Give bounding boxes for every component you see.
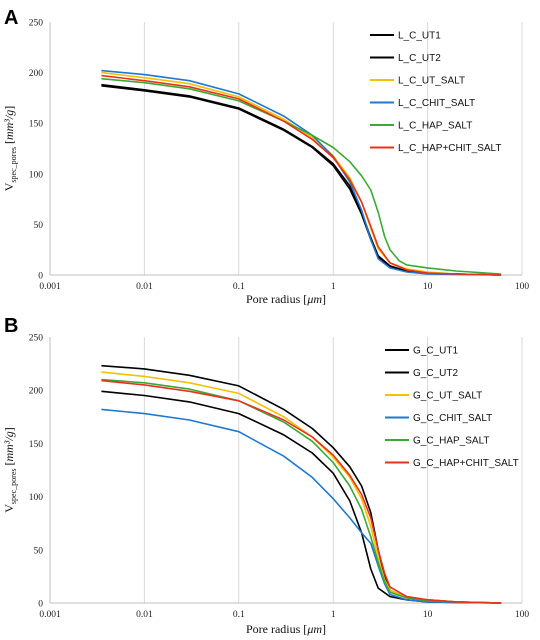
chart-panel-B: B 0.001 0.01 0.1 1 10 100 0 50 100 150 200 250 Pore r… bbox=[2, 315, 529, 636]
legend-label: G_C_UT_SALT bbox=[413, 391, 482, 402]
panel-letter: A bbox=[4, 7, 18, 29]
x-tick-label: 1 bbox=[331, 282, 336, 292]
y-axis-label: Vspec_pores [mm³/g] bbox=[2, 427, 18, 512]
legend-label: G_C_CHIT_SALT bbox=[413, 413, 492, 424]
y-tick-label: 200 bbox=[29, 69, 44, 79]
x-tick-label: 0.001 bbox=[39, 282, 61, 292]
y-tick-label: 200 bbox=[29, 387, 44, 397]
series-line-5 bbox=[101, 77, 502, 275]
y-tick-label: 150 bbox=[29, 440, 44, 450]
series-line-6 bbox=[101, 379, 502, 604]
series-line-6 bbox=[101, 74, 502, 276]
y-tick-label: 0 bbox=[38, 600, 43, 610]
x-axis-label: Pore radius [μm] bbox=[246, 292, 326, 306]
legend-label: L_C_UT_SALT bbox=[398, 76, 465, 87]
legend-label: L_C_UT2 bbox=[398, 53, 441, 64]
x-tick-label: 0.1 bbox=[233, 282, 245, 292]
y-tick-label: 100 bbox=[29, 170, 44, 180]
y-axis-label: Vspec_pores [mm³/g] bbox=[2, 106, 18, 191]
legend-label: G_C_UT1 bbox=[413, 346, 458, 357]
series-line-1 bbox=[101, 85, 502, 276]
x-tick-label: 0.1 bbox=[233, 610, 245, 620]
x-tick-label: 10 bbox=[423, 282, 433, 292]
x-tick-label: 10 bbox=[423, 610, 433, 620]
series-line-3 bbox=[101, 371, 502, 604]
legend-label: L_C_CHIT_SALT bbox=[398, 98, 475, 109]
x-tick-label: 1 bbox=[331, 610, 336, 620]
x-tick-label: 100 bbox=[515, 282, 530, 292]
series-line-4 bbox=[101, 408, 502, 604]
legend-label: L_C_UT1 bbox=[398, 31, 441, 42]
legend-label: L_C_HAP_SALT bbox=[398, 121, 472, 132]
legend-label: L_C_HAP+CHIT_SALT bbox=[398, 143, 501, 154]
x-tick-label: 100 bbox=[515, 610, 530, 620]
legend-label: G_C_HAP+CHIT_SALT bbox=[413, 458, 519, 469]
y-tick-label: 100 bbox=[29, 493, 44, 503]
panel-letter: B bbox=[4, 315, 18, 337]
y-tick-label: 0 bbox=[38, 272, 43, 282]
chart-panel-A: A 0.001 0.01 0.1 1 10 100 0 50 100 150 200 250 Pore r… bbox=[2, 7, 529, 306]
x-axis-label: Pore radius [μm] bbox=[246, 622, 326, 636]
series-line-4 bbox=[101, 69, 502, 276]
x-tick-label: 0.01 bbox=[136, 282, 153, 292]
y-tick-label: 50 bbox=[34, 221, 44, 231]
series-line-2 bbox=[101, 83, 502, 276]
legend-label: G_C_HAP_SALT bbox=[413, 436, 490, 447]
y-tick-label: 250 bbox=[29, 334, 44, 344]
y-tick-label: 50 bbox=[34, 546, 44, 556]
x-tick-label: 0.01 bbox=[136, 610, 153, 620]
legend-label: G_C_UT2 bbox=[413, 368, 458, 379]
y-tick-label: 250 bbox=[29, 19, 44, 29]
x-tick-label: 0.001 bbox=[39, 610, 61, 620]
y-tick-label: 150 bbox=[29, 120, 44, 130]
